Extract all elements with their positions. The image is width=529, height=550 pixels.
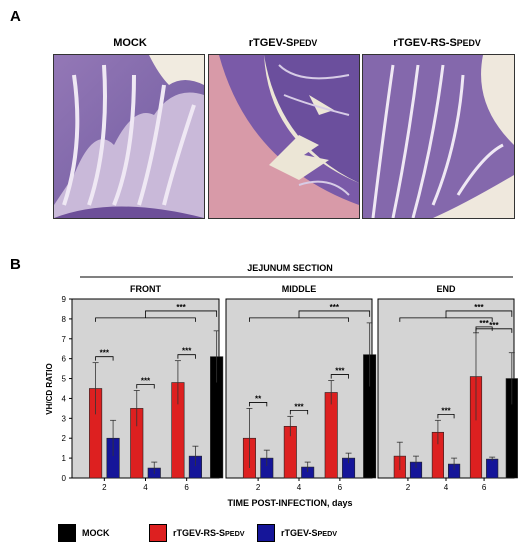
sig-label-2-2: *** [489,321,499,330]
section-title: JEJUNUM SECTION [247,263,333,273]
legend-swatch-mock [58,524,76,542]
y-tick-label-6: 6 [62,355,67,364]
sig-bracket-mock-1 [298,310,371,318]
x-axis-label: TIME POST-INFECTION, days [227,498,352,508]
y-tick-label-0: 0 [62,474,67,483]
x-tick-label-0-2: 6 [184,483,189,492]
x-tick-label-1-1: 4 [297,483,302,492]
sig-label-2-3: *** [474,303,484,312]
bar-2-1-2 [486,458,499,479]
panel-title-0: FRONT [130,284,161,294]
bar-1-0-2 [324,392,338,479]
sig-bracket-mock-0 [145,310,218,318]
histology-image-rtgev-rs-s [362,54,515,219]
legend-item-rs: rTGEV-RS-SPEDV [149,523,245,543]
legend-item-s: rTGEV-SPEDV [257,523,337,543]
sig-label-1-1: *** [294,402,304,411]
x-tick-label-0-0: 2 [102,483,107,492]
sig-label-0-2: *** [182,347,192,356]
legend-label-rs: rTGEV-RS-SPEDV [173,528,245,538]
legend-label-s: rTGEV-SPEDV [281,528,338,538]
sig-bracket-1-0 [249,402,268,407]
panel-b-letter: B [10,256,21,273]
sig-bracket-0-0 [95,356,114,361]
y-tick-label-2: 2 [62,434,67,443]
histology-image-mock [53,54,205,219]
sig-bracket-2-0 [437,413,455,419]
bar-chart-figure: JEJUNUM SECTION VH/CD RATIO TIME POST-IN… [45,263,518,508]
x-tick-label-2-1: 4 [444,483,449,492]
sig-bracket-0-1 [136,384,155,389]
y-tick-label-5: 5 [62,375,67,384]
sig-bracket-2-2 [475,328,513,333]
sig-bracket-1-1 [289,409,309,415]
image-title-mock: MOCK [113,37,147,49]
y-tick-label-1: 1 [62,454,67,463]
y-tick-label-7: 7 [62,335,67,344]
x-tick-label-1-2: 6 [338,483,343,492]
legend-swatch-rs [149,524,167,542]
y-axis-label: VH/CD RATIO [45,363,54,414]
x-tick-label-1-0: 2 [256,483,261,492]
y-tick-label-3: 3 [62,414,67,423]
x-tick-label-2-2: 6 [482,483,487,492]
legend-label-mock: MOCK [82,528,110,538]
sig-label-2-1: *** [479,319,489,328]
y-tick-label-8: 8 [62,315,67,324]
legend-swatch-s [257,524,275,542]
sig-label-1-2: *** [335,367,345,376]
y-tick-label-9: 9 [62,295,67,304]
sig-label-1-3: *** [330,303,340,312]
sig-label-1-0: ** [255,394,262,403]
x-tick-label-0-1: 4 [143,483,148,492]
image-title-rtgev-rs-s: rTGEV-RS-SPEDV [393,37,481,49]
image-title-rtgev-s: rTGEV-SPEDV [248,37,318,49]
histology-image-rtgev-s [208,54,360,219]
sig-bracket-0-2 [177,354,196,359]
panel-a-letter: A [10,8,21,25]
sig-bracket-mock-2 [445,310,513,318]
sig-label-0-0: *** [100,349,110,358]
sig-label-0-1: *** [141,377,151,386]
panel-title-1: MIDDLE [282,284,317,294]
y-tick-label-4: 4 [62,394,67,403]
legend-item-mock: MOCK [58,523,110,543]
panel-title-2: END [436,284,456,294]
sig-label-2-0: *** [441,406,451,415]
sig-bracket-1-2 [330,374,349,379]
x-tick-label-2-0: 2 [406,483,411,492]
sig-label-0-3: *** [176,303,186,312]
